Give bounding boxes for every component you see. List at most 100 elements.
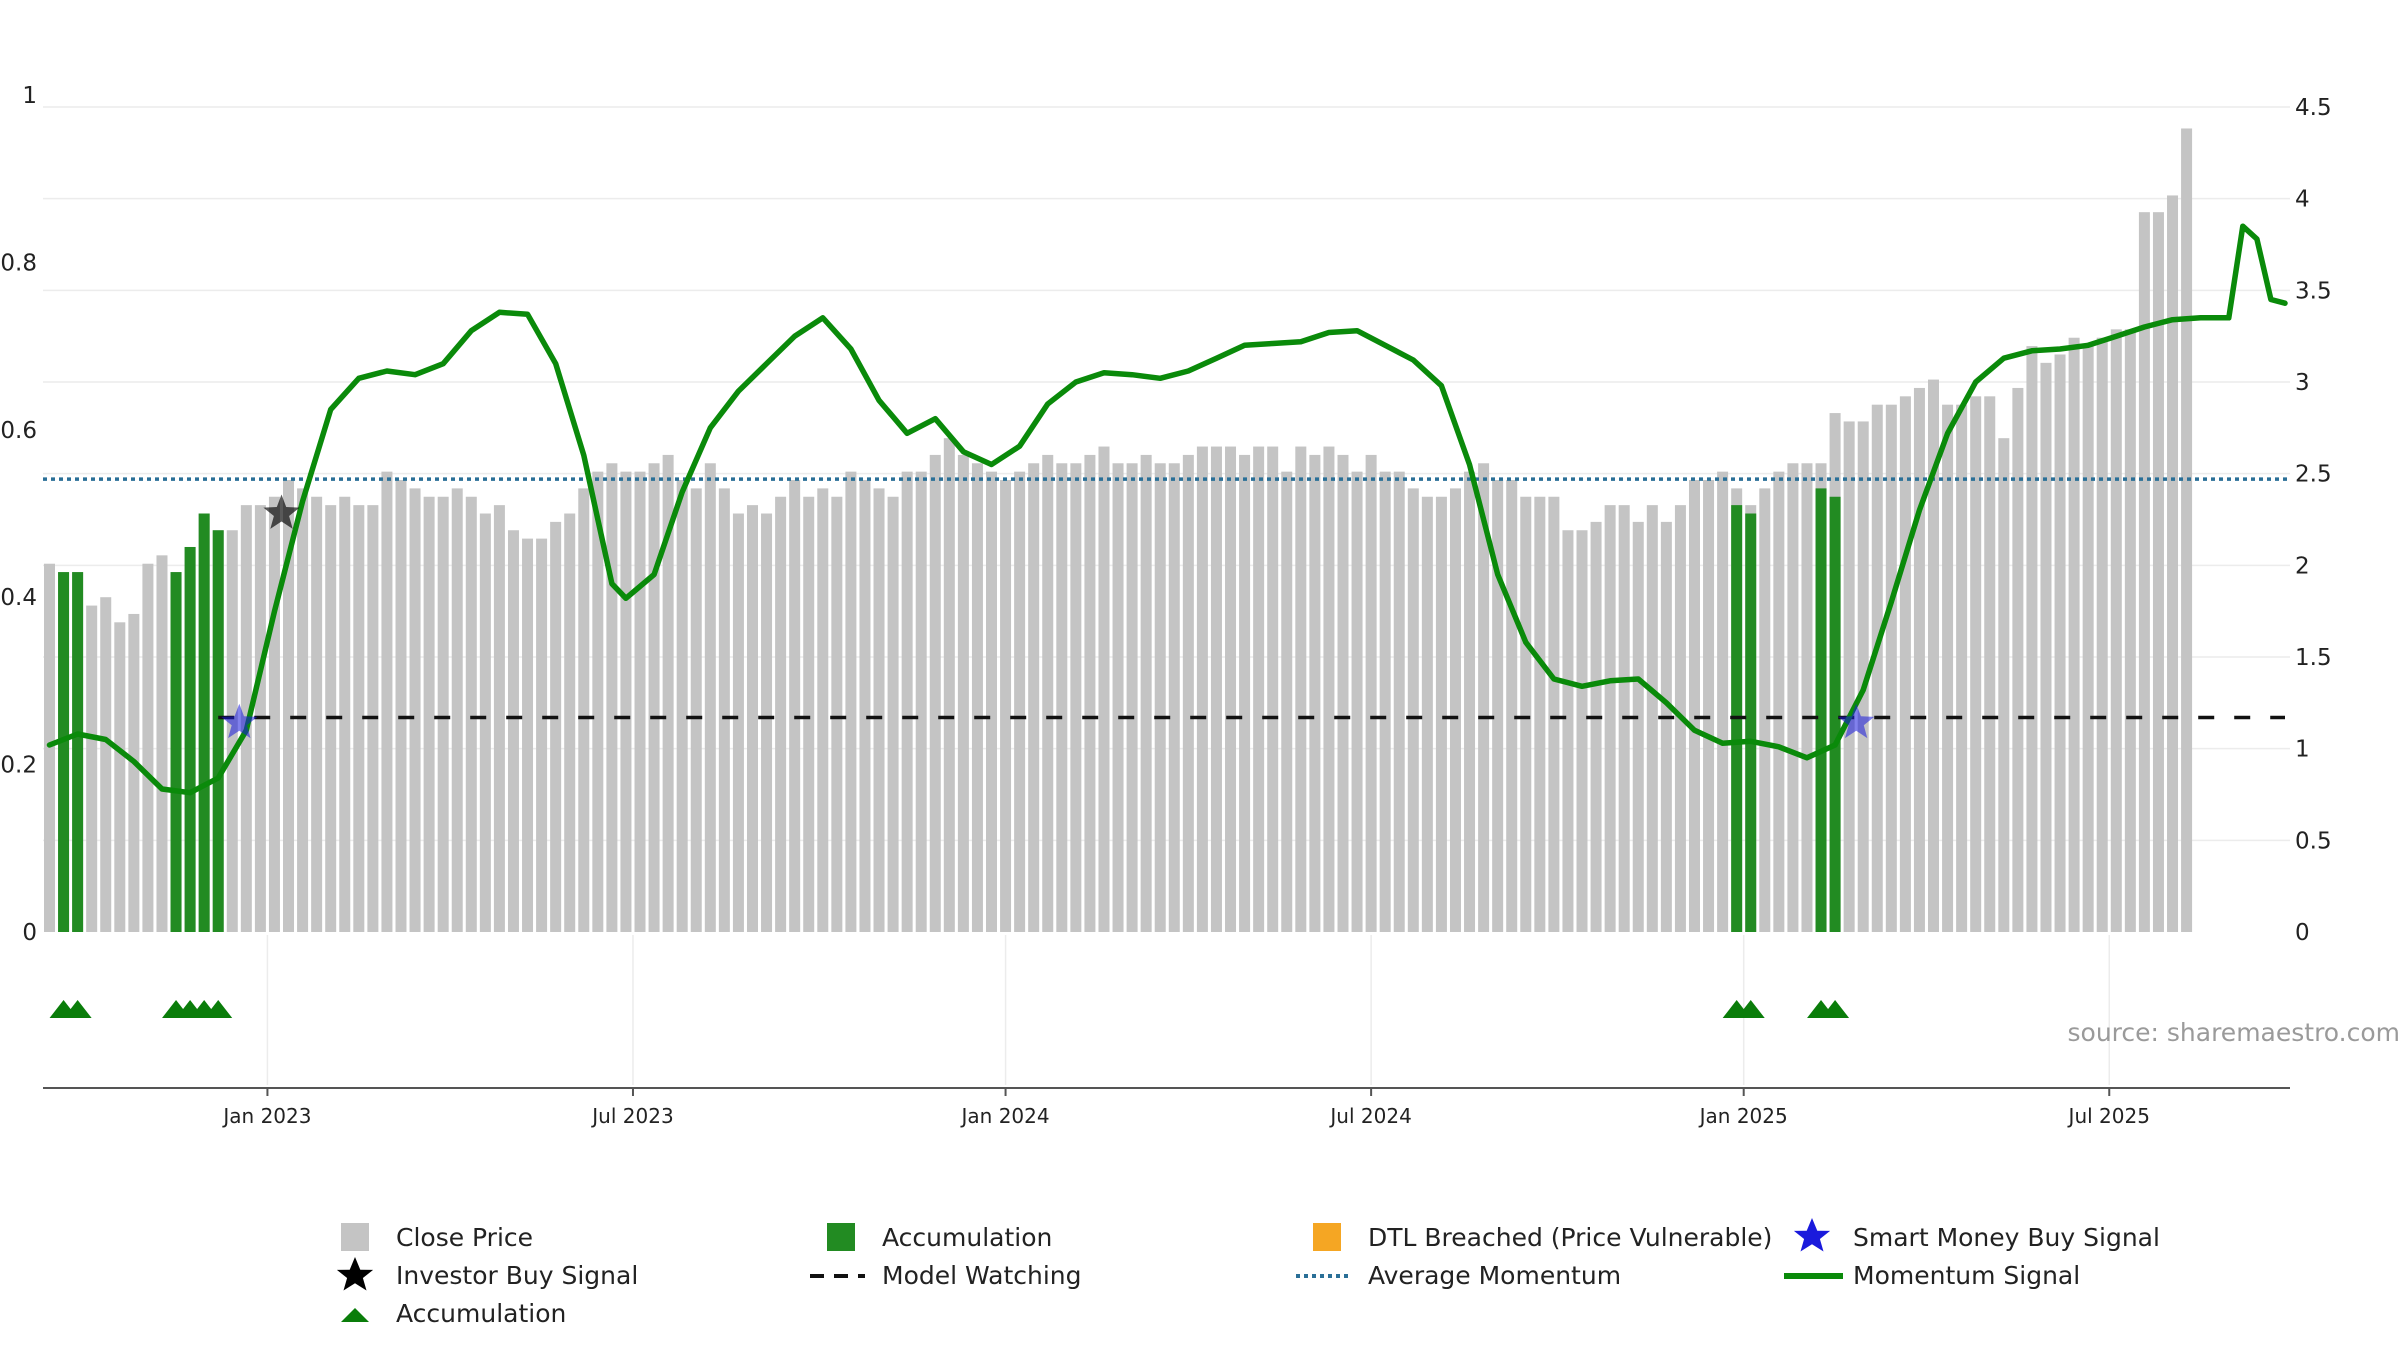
close-price-bar: [142, 564, 153, 932]
close-price-bar: [1253, 447, 1264, 932]
close-price-bar: [1801, 463, 1812, 932]
x-axis-tick-label: Jul 2023: [590, 1104, 673, 1128]
close-price-bar: [1506, 480, 1517, 932]
close-price-bar: [1661, 522, 1672, 932]
close-price-bar: [1562, 530, 1573, 932]
accumulation-bar: [1830, 497, 1841, 932]
close-price-bar: [1239, 455, 1250, 932]
right-axis-tick-label: 4.5: [2295, 95, 2332, 121]
legend-swatch-close-price: [341, 1223, 369, 1251]
close-price-bar: [1450, 488, 1461, 932]
close-price-bar: [1155, 463, 1166, 932]
right-axis-tick-label: 2: [2295, 553, 2310, 579]
close-price-bar: [44, 564, 55, 932]
close-price-bar: [2167, 195, 2178, 932]
accumulation-markers: [50, 1000, 1850, 1018]
legend-label-momentum-signal: Momentum Signal: [1853, 1261, 2080, 1290]
close-price-bar: [761, 514, 772, 933]
close-price-bar: [1267, 447, 1278, 932]
close-price-bar: [719, 488, 730, 932]
left-axis-tick-label: 0.2: [0, 753, 37, 779]
legend-label-investor-buy: Investor Buy Signal: [396, 1261, 638, 1290]
close-price-bar: [831, 497, 842, 932]
close-price-bar: [1000, 480, 1011, 932]
close-price-bar: [1323, 447, 1334, 932]
close-price-bar: [2040, 363, 2051, 932]
close-price-bar: [156, 555, 167, 932]
close-price-bar: [789, 480, 800, 932]
close-price-bar: [916, 472, 927, 932]
accumulation-bar: [1745, 514, 1756, 933]
x-axis-tick-label: Jul 2024: [1328, 1104, 1411, 1128]
x-axis-tick-label: Jul 2025: [2067, 1104, 2150, 1128]
close-price-bar: [395, 480, 406, 932]
left-axis-tick-label: 1: [22, 83, 37, 109]
close-price-bar: [1281, 472, 1292, 932]
close-price-bar: [1098, 447, 1109, 932]
close-price-bar: [452, 488, 463, 932]
close-price-bar: [1998, 438, 2009, 932]
right-axis-ticks: 00.511.522.533.544.5: [2295, 95, 2332, 946]
close-price-bar: [930, 455, 941, 932]
close-price-bar: [100, 597, 111, 932]
close-price-bar: [888, 497, 899, 932]
close-price-bar: [1844, 421, 1855, 932]
close-price-bar: [1464, 472, 1475, 932]
close-price-bar: [2069, 338, 2080, 932]
close-price-bar: [2111, 329, 2122, 932]
close-price-bar: [2055, 354, 2066, 932]
close-price-bar: [733, 514, 744, 933]
close-price-bar: [1759, 488, 1770, 932]
accumulation-bar: [213, 530, 224, 932]
legend-label-smart-money: Smart Money Buy Signal: [1853, 1223, 2160, 1252]
close-price-bar: [2026, 346, 2037, 932]
close-price-bar: [1211, 447, 1222, 932]
close-price-bar: [958, 455, 969, 932]
close-price-bar: [1352, 472, 1363, 932]
close-price-bar: [1534, 497, 1545, 932]
close-price-bar: [747, 505, 758, 932]
close-price-bar: [691, 488, 702, 932]
close-price-bar: [1183, 455, 1194, 932]
close-price-bar: [677, 480, 688, 932]
accumulation-bar: [171, 572, 182, 932]
close-price-bar: [466, 497, 477, 932]
close-price-bar: [86, 606, 97, 932]
left-axis-tick-label: 0.4: [0, 585, 37, 611]
close-price-bar: [944, 438, 955, 932]
left-axis-tick-label: 0.6: [0, 418, 37, 444]
right-axis-tick-label: 3.5: [2295, 278, 2332, 304]
legend: Close Price Accumulation DTL Breached (P…: [337, 1218, 2160, 1328]
close-price-bar: [775, 497, 786, 932]
x-axis-tick-label: Jan 2025: [1698, 1104, 1788, 1128]
legend-item-momentum-signal: Momentum Signal: [1784, 1261, 2080, 1290]
close-price-bar: [845, 472, 856, 932]
x-axis-tick-label: Jan 2023: [221, 1104, 311, 1128]
accumulation-bar: [1816, 488, 1827, 932]
close-price-bar: [564, 514, 575, 933]
legend-item-smart-money: Smart Money Buy Signal: [1794, 1218, 2160, 1252]
x-axis-tick-label: Jan 2024: [960, 1104, 1050, 1128]
close-price-bar: [649, 463, 660, 932]
close-price-bar: [1492, 480, 1503, 932]
right-axis-tick-label: 1: [2295, 737, 2310, 763]
close-price-bar: [1436, 497, 1447, 932]
close-price-bar: [536, 539, 547, 932]
close-price-bar: [606, 463, 617, 932]
close-price-bar: [494, 505, 505, 932]
close-price-bar: [1337, 455, 1348, 932]
legend-swatch-accumulation-bar: [827, 1223, 855, 1251]
close-price-bar: [128, 614, 139, 932]
legend-item-close-price: Close Price: [341, 1223, 533, 1252]
close-price-bar: [803, 497, 814, 932]
close-price-bar: [1900, 396, 1911, 932]
close-price-bar: [1141, 455, 1152, 932]
investor-star-icon: [337, 1257, 373, 1291]
close-price-bar: [438, 497, 449, 932]
close-price-bar: [480, 514, 491, 933]
close-price-bar: [1127, 463, 1138, 932]
legend-label-dtl-breached: DTL Breached (Price Vulnerable): [1368, 1223, 1772, 1252]
source-label: source: sharemaestro.com: [2068, 1018, 2400, 1047]
